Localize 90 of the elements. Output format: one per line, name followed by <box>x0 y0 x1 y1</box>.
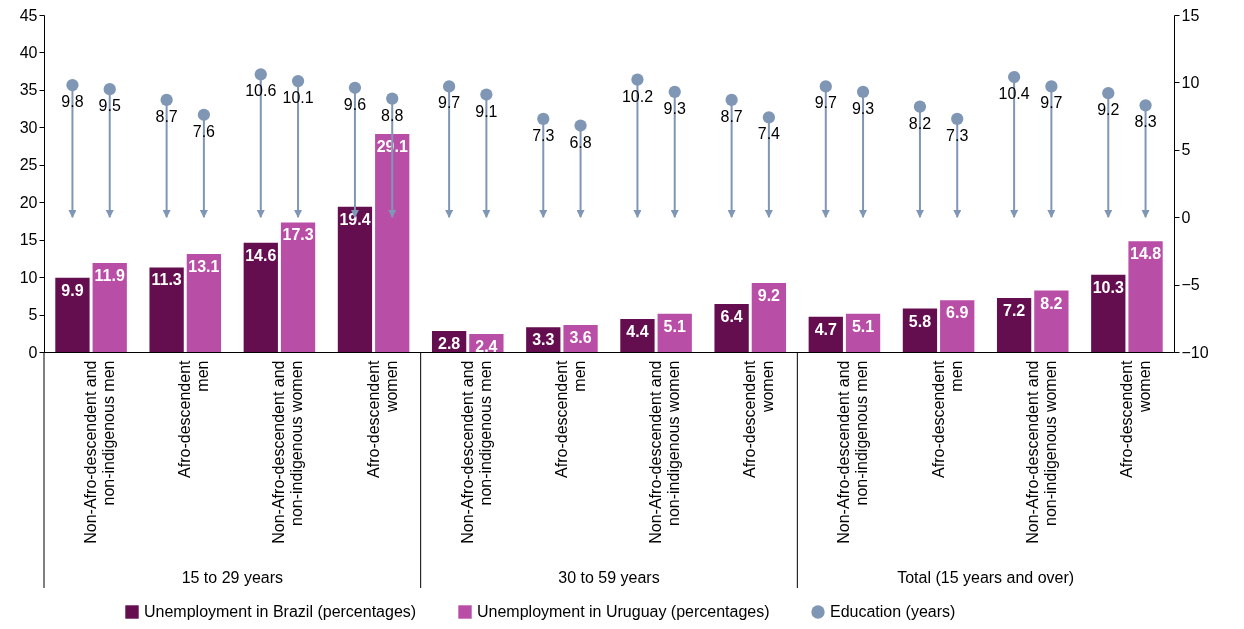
y-tick-label: 20 <box>19 193 38 211</box>
y-tick-label: 45 <box>19 6 38 24</box>
data-label: 8.2 <box>908 114 932 132</box>
data-label: 10.3 <box>1092 278 1124 296</box>
data-label: 7.3 <box>532 126 555 144</box>
data-label: 8.7 <box>155 107 178 125</box>
data-label: 5.1 <box>851 317 875 335</box>
bar <box>243 242 278 352</box>
data-label: 6.4 <box>720 308 743 326</box>
legend-label: Unemployment in Brazil (percentages) <box>144 603 417 620</box>
data-label: 9.5 <box>98 97 121 115</box>
bar <box>375 134 410 352</box>
data-label: 5.8 <box>908 312 932 330</box>
x-tick-label: Afro-descendent men <box>929 359 965 478</box>
data-label: 7.6 <box>192 122 216 140</box>
y-tick-label: 25 <box>19 156 38 174</box>
data-label: 14.6 <box>245 246 277 264</box>
bar <box>1034 290 1069 352</box>
data-label: 10.2 <box>621 87 654 105</box>
data-label: 2.8 <box>437 335 461 353</box>
text: Total (15 years and over) <box>897 569 1075 586</box>
data-label: 11.9 <box>94 266 125 284</box>
bar <box>280 222 316 352</box>
data-label: 11.3 <box>151 271 182 289</box>
data-label: 14.8 <box>1129 245 1162 263</box>
data-label: 9.1 <box>475 102 498 120</box>
y2-tick-label: −5 <box>1181 276 1200 294</box>
data-label: 8.3 <box>1134 113 1157 131</box>
text: 15 to 29 years <box>181 569 284 586</box>
data-label: 9.7 <box>1040 94 1063 112</box>
y-tick-label: 10 <box>19 268 38 286</box>
data-label: 7.2 <box>1002 302 1026 320</box>
data-label: 9.2 <box>1097 101 1120 119</box>
x-tick-label: Afro-descendent women <box>364 359 400 478</box>
y2-tick-label: 15 <box>1181 6 1200 24</box>
y-tick-label: 40 <box>19 43 38 61</box>
y-tick-label: 0 <box>28 343 38 361</box>
data-label: 9.6 <box>343 95 367 113</box>
bar <box>55 277 90 352</box>
y2-tick-label: 0 <box>1181 208 1191 226</box>
x-tick-label: Afro-descendent men <box>552 359 588 478</box>
data-label: 13.1 <box>188 257 220 275</box>
y2-tick-label: 5 <box>1181 141 1191 159</box>
data-label: 7.4 <box>757 125 781 143</box>
data-label: 3.3 <box>532 331 555 349</box>
data-label: 9.7 <box>814 94 837 112</box>
bar <box>996 298 1032 352</box>
data-label: 9.9 <box>61 281 84 299</box>
data-label: 10.6 <box>245 82 277 100</box>
data-label: 4.4 <box>626 323 649 341</box>
data-label: 7.3 <box>946 126 969 144</box>
x-tick-label: Afro-descendent women <box>1117 359 1153 478</box>
x-tick-label: Non-Afro-descendent and non-indigenous men <box>82 360 118 544</box>
data-label: 17.3 <box>282 226 314 244</box>
data-label: 6.8 <box>569 133 592 151</box>
data-label: 8.8 <box>381 106 404 124</box>
bar <box>751 283 787 352</box>
y-tick-label: 5 <box>28 306 38 324</box>
data-label: 6.9 <box>946 304 969 322</box>
bar <box>337 206 373 352</box>
data-label: 10.4 <box>998 85 1030 103</box>
y2-tick-label: −10 <box>1181 343 1209 361</box>
x-tick-label: Afro-descendent men <box>176 359 212 478</box>
bar <box>1091 274 1126 352</box>
legend-label: Education (years) <box>830 603 956 620</box>
bar <box>186 253 222 352</box>
bar <box>149 267 184 352</box>
data-label: 2.4 <box>475 338 498 356</box>
data-label: 10.1 <box>282 89 314 107</box>
bar <box>940 300 975 352</box>
y-tick-label: 30 <box>19 118 38 136</box>
data-label: 8.2 <box>1040 294 1063 312</box>
bar <box>92 262 127 352</box>
legend-label: Unemployment in Uruguay (percentages) <box>477 603 770 620</box>
bar <box>1128 241 1163 352</box>
x-tick-label: Afro-descendent women <box>741 359 777 478</box>
data-label: 5.1 <box>663 317 686 335</box>
data-label: 8.7 <box>720 107 743 125</box>
data-label: 9.3 <box>851 99 875 117</box>
text: 30 to 59 years <box>558 569 660 586</box>
data-label: 9.7 <box>437 94 461 112</box>
bar <box>714 304 749 352</box>
data-label: 9.3 <box>663 99 686 117</box>
y2-tick-label: 10 <box>1181 73 1200 91</box>
y-tick-label: 15 <box>19 231 38 249</box>
data-label: 9.2 <box>757 287 781 305</box>
data-label: 9.8 <box>61 93 84 111</box>
data-label: 4.7 <box>814 320 837 338</box>
y-tick-label: 35 <box>19 81 38 99</box>
data-label: 3.6 <box>569 329 592 347</box>
